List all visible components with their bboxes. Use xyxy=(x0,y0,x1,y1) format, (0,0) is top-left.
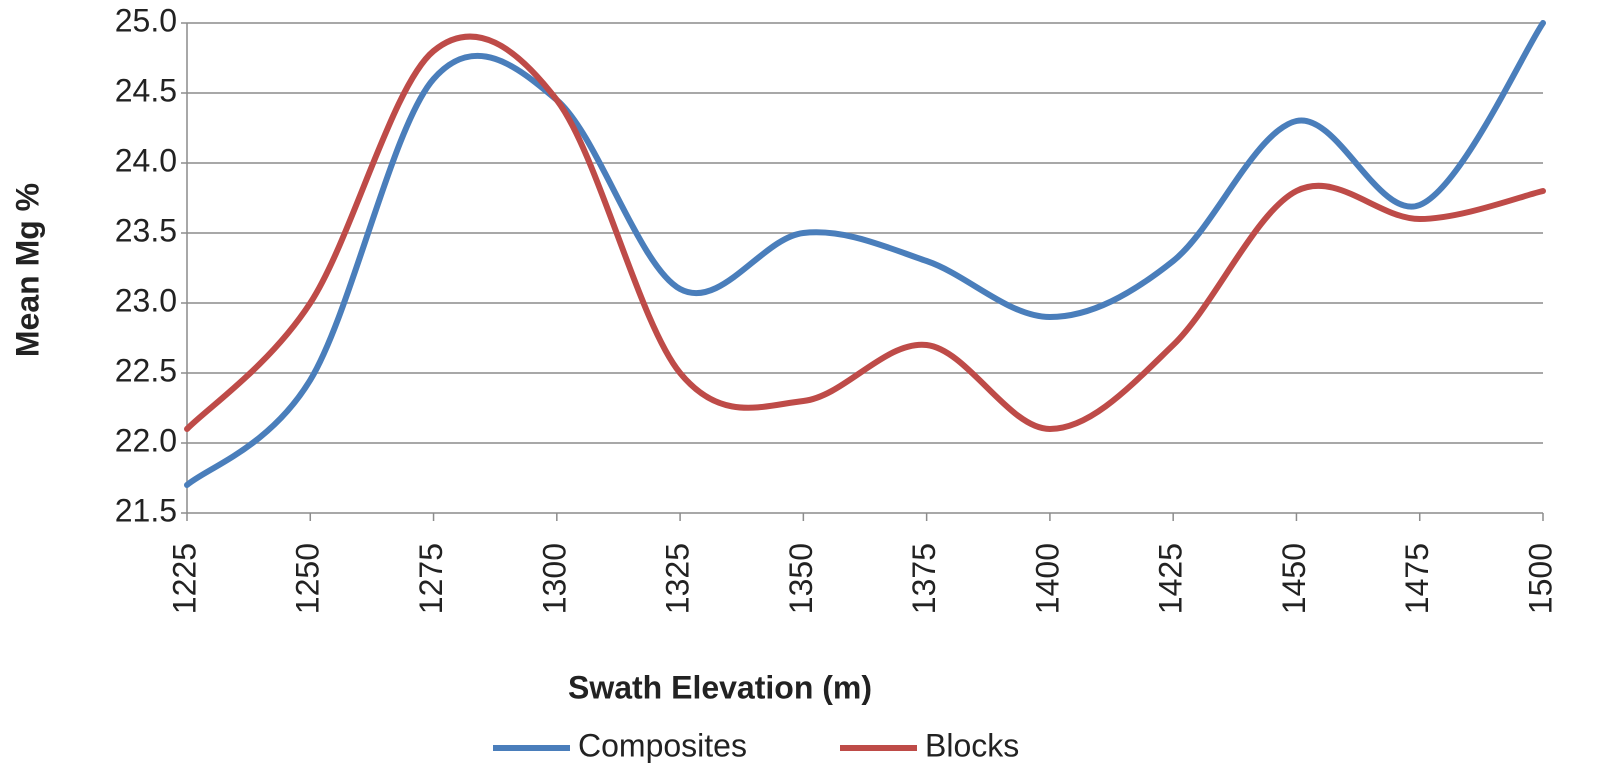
y-tick-label: 24.0 xyxy=(115,142,177,178)
x-tick-label: 1275 xyxy=(413,543,449,614)
x-tick-label: 1425 xyxy=(1153,543,1189,614)
y-tick-label: 23.0 xyxy=(115,282,177,318)
y-tick-label: 22.0 xyxy=(115,422,177,458)
x-tick-label: 1350 xyxy=(783,543,819,614)
x-axis-title: Swath Elevation (m) xyxy=(568,669,872,705)
y-tick-label: 23.5 xyxy=(115,212,177,248)
x-tick-label: 1325 xyxy=(660,543,696,614)
x-tick-label: 1250 xyxy=(290,543,326,614)
x-tick-label: 1450 xyxy=(1276,543,1312,614)
legend-label: Composites xyxy=(578,727,747,763)
y-axis-title: Mean Mg % xyxy=(9,183,45,357)
x-tick-label: 1475 xyxy=(1399,543,1435,614)
x-tick-label: 1400 xyxy=(1029,543,1065,614)
x-tick-label: 1500 xyxy=(1522,543,1558,614)
legend-label: Blocks xyxy=(925,727,1019,763)
y-tick-label: 21.5 xyxy=(115,492,177,528)
y-tick-label: 22.5 xyxy=(115,352,177,388)
y-tick-label: 25.0 xyxy=(115,2,177,38)
x-tick-label: 1375 xyxy=(906,543,942,614)
x-tick-label: 1225 xyxy=(166,543,202,614)
y-tick-label: 24.5 xyxy=(115,72,177,108)
line-series xyxy=(184,20,1546,488)
x-tick-label: 1300 xyxy=(536,543,572,614)
line-series xyxy=(184,33,1546,433)
